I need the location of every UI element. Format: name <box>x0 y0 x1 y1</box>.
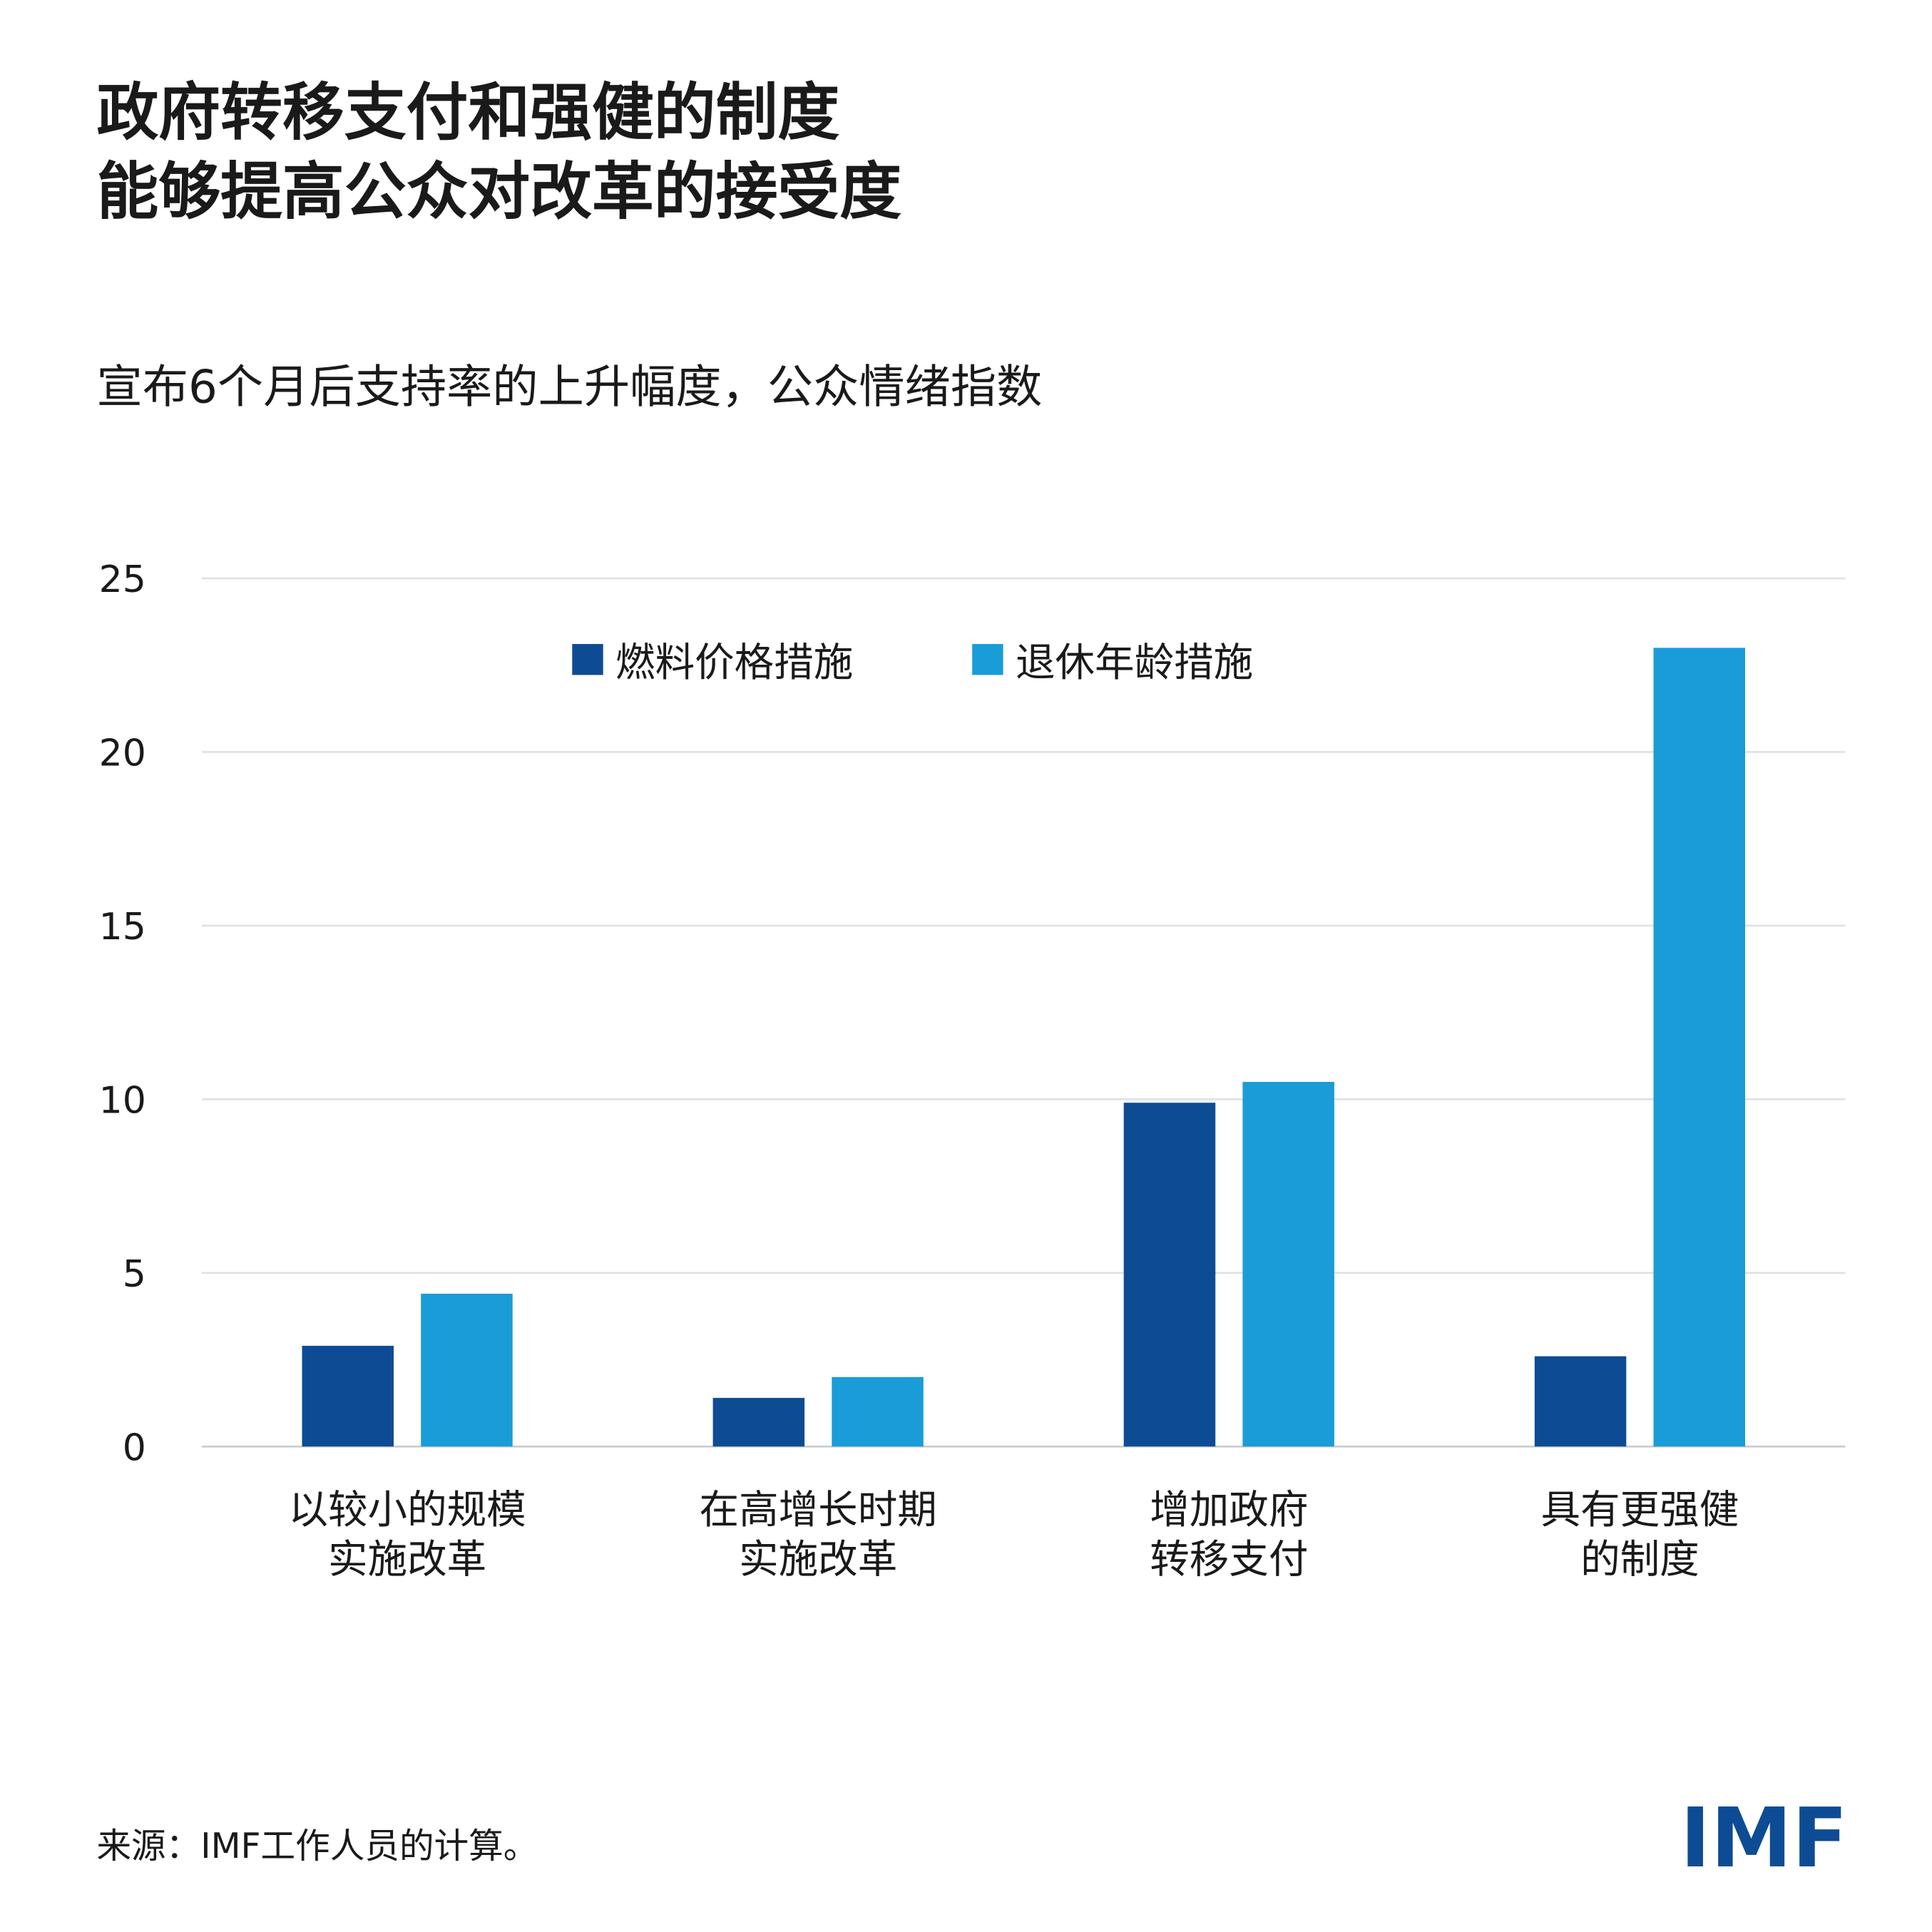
y-tick-label: 15 <box>99 906 146 949</box>
source-note: 来源：IMF工作人员的计算。 <box>96 1826 538 1866</box>
y-tick-label: 0 <box>123 1426 146 1469</box>
x-tick-label: 在高增长时期实施改革 <box>700 1487 937 1583</box>
y-tick-label: 10 <box>99 1079 146 1122</box>
legend-swatch <box>972 644 1003 675</box>
bar <box>302 1346 394 1447</box>
x-tick-label: 增加政府转移支付 <box>1150 1487 1308 1583</box>
logo: IMF <box>1680 1792 1848 1886</box>
bar <box>1242 1082 1334 1447</box>
bar <box>421 1294 513 1447</box>
y-tick-label: 5 <box>123 1253 146 1296</box>
legend-swatch <box>572 644 603 675</box>
bar <box>832 1376 924 1447</box>
bar <box>1123 1103 1216 1447</box>
legend-label: 燃料价格措施 <box>615 640 853 686</box>
y-tick-label: 25 <box>99 558 146 601</box>
chart-subtitle: 宣布6个月后支持率的上升幅度，公众情绪指数 <box>96 360 1042 414</box>
bar <box>1534 1356 1627 1447</box>
x-tick-label: 具有更强健的制度 <box>1541 1487 1739 1583</box>
y-tick-label: 20 <box>99 732 146 775</box>
x-tick-label: 以较小的规模实施改革 <box>288 1487 526 1583</box>
bar <box>1653 648 1745 1447</box>
legend-label: 退休年龄措施 <box>1016 640 1253 686</box>
bar <box>712 1398 805 1447</box>
chart-title: 政府转移支付和强健的制度能够提高公众对改革的接受度 <box>96 77 901 228</box>
